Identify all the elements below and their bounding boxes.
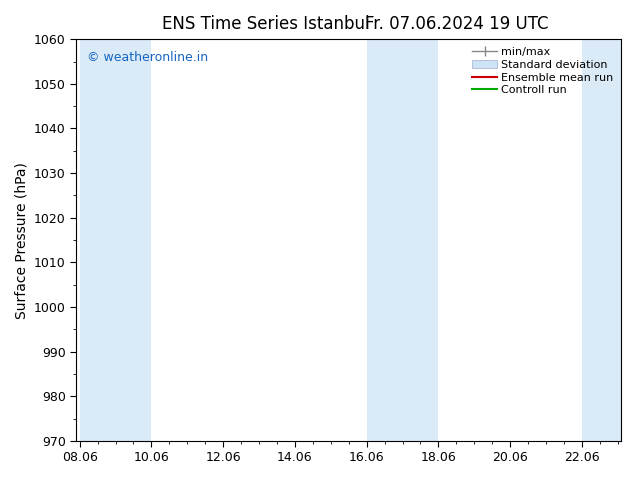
Bar <box>582 39 621 441</box>
Text: Fr. 07.06.2024 19 UTC: Fr. 07.06.2024 19 UTC <box>365 15 548 33</box>
Text: © weatheronline.in: © weatheronline.in <box>87 51 208 64</box>
Bar <box>366 39 438 441</box>
Text: ENS Time Series Istanbul: ENS Time Series Istanbul <box>162 15 370 33</box>
Bar <box>80 39 152 441</box>
Y-axis label: Surface Pressure (hPa): Surface Pressure (hPa) <box>14 162 29 318</box>
Legend: min/max, Standard deviation, Ensemble mean run, Controll run: min/max, Standard deviation, Ensemble me… <box>468 43 618 100</box>
